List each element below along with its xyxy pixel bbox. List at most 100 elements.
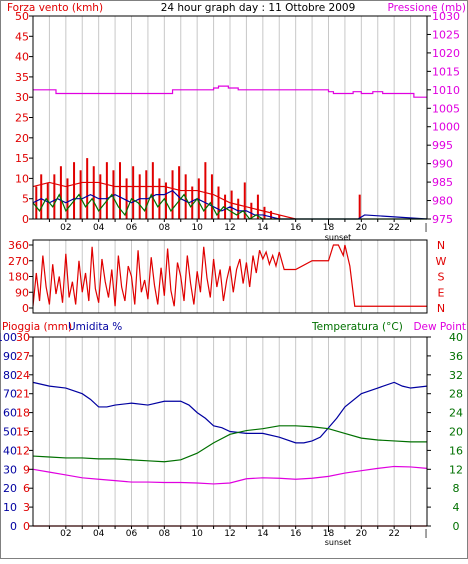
y-tick-label-right: 0: [453, 520, 460, 533]
y-tick-label: 45: [15, 30, 29, 43]
x-tick-end: |: [424, 223, 427, 233]
y-tick-label: 25: [15, 112, 29, 125]
y-tick-label: 27: [16, 350, 30, 363]
y-tick-label: 0: [22, 213, 29, 226]
dewpoint-line: [32, 465, 428, 485]
y-tick-label-right: 12: [449, 463, 463, 476]
y-tick-label: 6: [23, 482, 30, 495]
x-tick-label: 16: [290, 223, 302, 233]
x-tick-label: 14: [257, 223, 269, 233]
panel3-left-axes: 0102030405060708090100036912151821242730: [0, 331, 33, 533]
x-tick-label: 04: [93, 223, 105, 233]
temperature-axis-title: Temperatura (°C): [311, 321, 403, 333]
y-tick-label-right: 1030: [432, 10, 460, 23]
y-tick-label-right: 24: [449, 407, 463, 420]
y-tick-label-right: 1025: [432, 28, 460, 41]
y-tick-label-right: 1010: [432, 84, 460, 97]
x-tick-label: 06: [126, 529, 138, 539]
x-tick-label: 02: [60, 529, 71, 539]
y-tick-label: 0: [10, 520, 17, 533]
compass-label: N: [437, 239, 445, 252]
y-tick-label-right: 1015: [432, 65, 460, 78]
y-tick-label: 270: [8, 255, 29, 268]
x-tick-label: 10: [191, 223, 203, 233]
y-tick-label-right: 16: [449, 444, 463, 457]
panel3-right-axis: 0 4 8 12 16 20 24 28 32 36 40: [427, 331, 463, 533]
panel1-series: [32, 85, 428, 225]
x-tick-label: 20: [356, 223, 368, 233]
x-tick-label: 08: [159, 223, 171, 233]
panel1-sunset-label: sunset: [325, 233, 352, 242]
x-tick-end: |: [424, 529, 427, 539]
y-tick-label: 20: [3, 482, 17, 495]
compass-label: N: [437, 302, 445, 315]
temperature-line: [32, 425, 427, 463]
wind-speed-green-line: [32, 193, 427, 220]
y-tick-label: 40: [3, 444, 17, 457]
panel2-left-axis: 0 90 180 270 360: [8, 239, 33, 315]
y-tick-label: 70: [3, 388, 17, 401]
x-tick-label: 06: [126, 223, 138, 233]
y-tick-label: 30: [3, 463, 17, 476]
x-tick-label: 12: [224, 529, 235, 539]
y-tick-label-right: 8: [453, 482, 460, 495]
y-tick-label-right: 1005: [432, 102, 460, 115]
y-tick-label: 24: [16, 369, 30, 382]
x-tick-label: 18: [323, 529, 335, 539]
y-tick-label-right: 995: [432, 139, 453, 152]
y-tick-label: 21: [16, 388, 30, 401]
x-tick-label: 14: [257, 529, 269, 539]
humidity-line: [32, 381, 428, 444]
panel1-right-axis: 975 980 985 990 995 1000 1005 1010 1015 1020 1025 1…: [427, 10, 460, 226]
x-tick-label: 22: [388, 529, 399, 539]
y-tick-label-right: 980: [432, 195, 453, 208]
x-tick-label: 22: [388, 223, 399, 233]
panel3-x-axis: 02 04 06 08 10 12 14 16 18 20 22 |: [48, 526, 428, 539]
y-tick-label: 0: [22, 302, 29, 315]
x-tick-label: 18: [323, 223, 335, 233]
pressure-line: [33, 85, 427, 98]
y-tick-label-right: 4: [453, 501, 460, 514]
y-tick-label-right: 1020: [432, 47, 460, 60]
y-tick-label-right: 990: [432, 158, 453, 171]
x-tick-label: 12: [224, 223, 235, 233]
x-tick-label: 16: [290, 529, 302, 539]
panel2-gridlines: [48, 240, 412, 313]
pressure-axis-title: Pressione (mb): [387, 2, 466, 14]
x-tick-label: 08: [159, 529, 171, 539]
y-tick-label: 5: [22, 193, 29, 206]
y-tick-label: 9: [23, 463, 30, 476]
x-tick-label: 02: [60, 223, 71, 233]
wind-axis-title: Forza vento (kmh): [7, 2, 103, 14]
y-tick-label: 12: [16, 444, 30, 457]
y-tick-label: 10: [15, 172, 29, 185]
y-tick-label: 60: [3, 407, 17, 420]
y-tick-label: 90: [3, 350, 17, 363]
y-tick-label: 50: [3, 426, 17, 439]
x-tick-label: 20: [356, 529, 368, 539]
panel2-series: [32, 244, 427, 307]
y-tick-label: 15: [15, 152, 29, 165]
panel1-left-axis: 0 5 10 15 20 25 30 35 40 45 50: [15, 10, 33, 226]
y-tick-label: 30: [15, 91, 29, 104]
wind-direction-line: [32, 244, 427, 307]
humidity-axis-title: Umidita %: [68, 321, 122, 333]
y-tick-label: 0: [23, 520, 30, 533]
y-tick-label: 35: [15, 71, 29, 84]
y-tick-label: 90: [15, 286, 29, 299]
compass-label: S: [438, 271, 445, 284]
y-tick-label-right: 28: [449, 388, 463, 401]
chart-title: 24 hour graph day : 11 Ottobre 2009: [161, 2, 356, 14]
panel1-gridlines: [48, 16, 412, 219]
y-tick-label-right: 1000: [432, 121, 460, 134]
y-tick-label-right: 985: [432, 176, 453, 189]
y-tick-label-right: 975: [432, 213, 453, 226]
dewpoint-axis-title: Dew Point: [413, 321, 466, 333]
y-tick-label: 30: [16, 331, 30, 344]
compass-label: E: [438, 286, 445, 299]
y-tick-label: 50: [15, 10, 29, 23]
y-tick-label: 180: [8, 271, 29, 284]
y-tick-label: 3: [23, 501, 30, 514]
